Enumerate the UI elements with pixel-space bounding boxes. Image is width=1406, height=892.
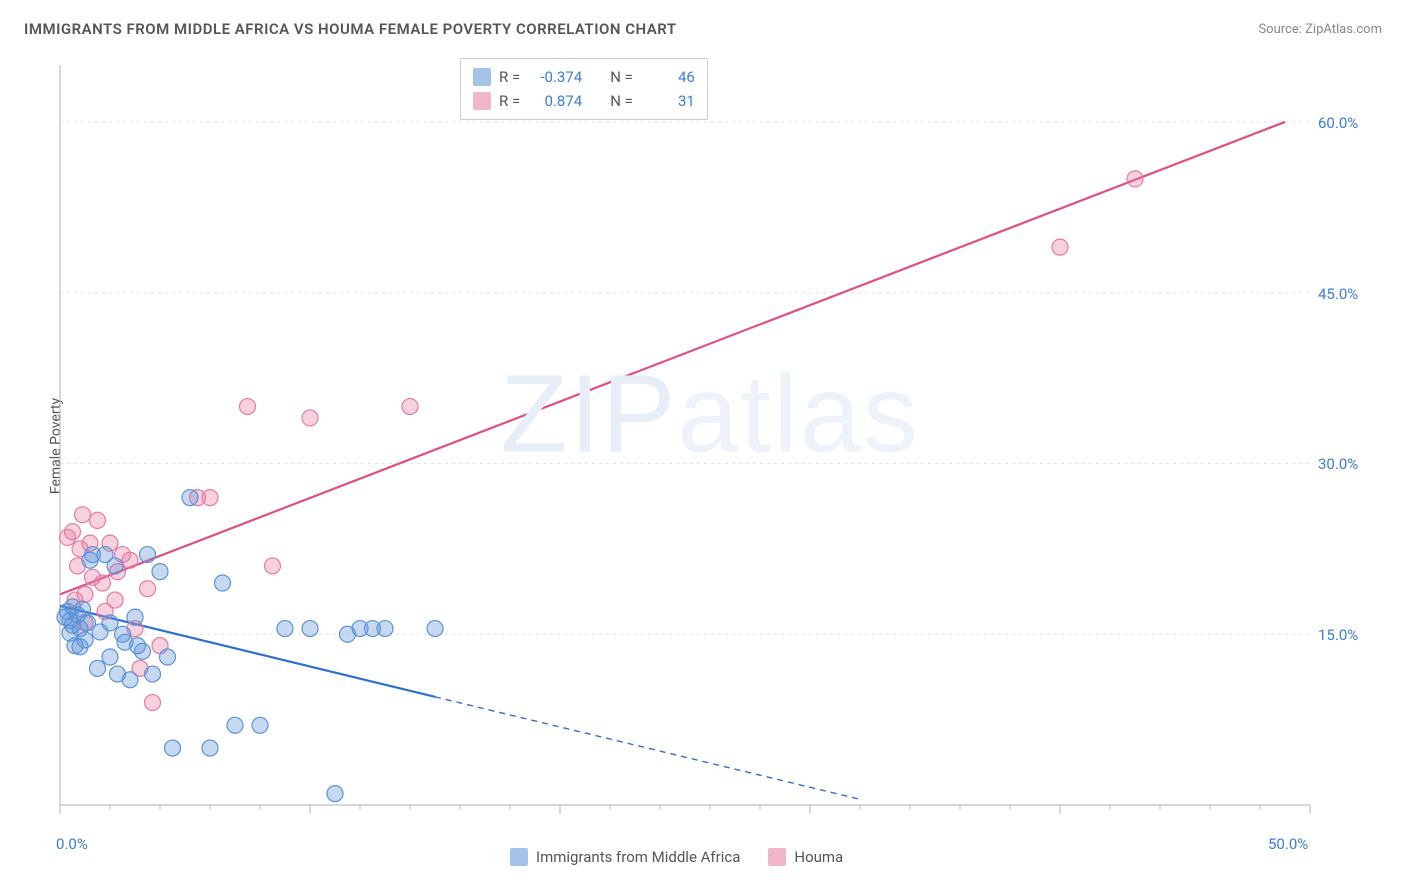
- source-attribution: Source: ZipAtlas.com: [1258, 22, 1382, 37]
- y-tick-label: 60.0%: [1318, 114, 1358, 132]
- chart-plot-area: ZIPatlas: [50, 55, 1370, 835]
- r-value-blue: -0.374: [528, 65, 582, 89]
- r-value-pink: 0.874: [528, 89, 582, 113]
- legend-label-pink: Houma: [794, 848, 843, 866]
- legend-row-blue: R = -0.374 N = 46: [473, 65, 695, 89]
- chart-svg: [50, 55, 1370, 835]
- x-tick-label: 0.0%: [56, 835, 88, 853]
- legend-item-blue: Immigrants from Middle Africa: [510, 848, 740, 866]
- n-value-blue: 46: [641, 65, 695, 89]
- n-value-pink: 31: [641, 89, 695, 113]
- swatch-blue: [473, 68, 491, 86]
- y-tick-label: 30.0%: [1318, 455, 1358, 473]
- source-link[interactable]: ZipAtlas.com: [1305, 22, 1382, 37]
- swatch-blue: [510, 848, 528, 866]
- y-tick-label: 15.0%: [1318, 626, 1358, 644]
- n-label: N =: [610, 65, 633, 89]
- x-tick-label: 50.0%: [1268, 835, 1308, 853]
- y-tick-label: 45.0%: [1318, 285, 1358, 303]
- r-label: R =: [499, 65, 520, 89]
- legend-series: Immigrants from Middle Africa Houma: [510, 848, 843, 866]
- legend-correlation-box: R = -0.374 N = 46 R = 0.874 N = 31: [460, 58, 708, 120]
- legend-row-pink: R = 0.874 N = 31: [473, 89, 695, 113]
- source-label: Source:: [1258, 22, 1301, 37]
- swatch-pink: [768, 848, 786, 866]
- n-label: N =: [610, 89, 633, 113]
- legend-label-blue: Immigrants from Middle Africa: [536, 848, 740, 866]
- chart-title: IMMIGRANTS FROM MIDDLE AFRICA VS HOUMA F…: [24, 20, 677, 38]
- r-label: R =: [499, 89, 520, 113]
- swatch-pink: [473, 92, 491, 110]
- legend-item-pink: Houma: [768, 848, 843, 866]
